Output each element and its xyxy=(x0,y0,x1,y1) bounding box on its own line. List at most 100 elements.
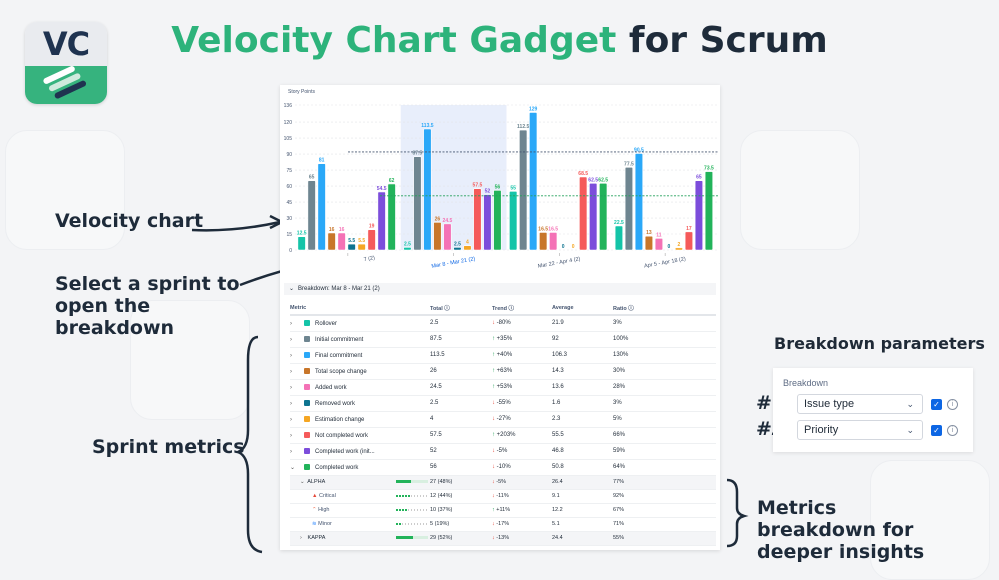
ratio-value: 66% xyxy=(613,427,716,444)
table-row[interactable]: › Total scope change 26 ↑ +63% 14.3 30% xyxy=(290,363,716,380)
metric-name: Removed work xyxy=(315,400,356,407)
data-label: 0 xyxy=(562,244,565,250)
series-swatch xyxy=(304,335,310,342)
total-value: 56 xyxy=(430,459,492,476)
background-tile xyxy=(870,460,990,580)
trend-value: ↑ +53% xyxy=(492,379,552,396)
series-swatch xyxy=(304,399,310,406)
series-swatch xyxy=(304,319,310,326)
data-label: 16 xyxy=(329,227,335,233)
data-label: 52 xyxy=(485,189,491,195)
breakdown-params-panel: Breakdown Issue type ⌄ ✓ i Priority ⌄ ✓ i xyxy=(773,368,973,452)
ratio-value: 67% xyxy=(613,503,716,518)
data-label: 17 xyxy=(686,226,692,232)
title-highlight: Velocity Chart Gadget xyxy=(171,20,617,61)
bar-completed-work-initial- xyxy=(377,191,386,251)
data-label: 16.5 xyxy=(538,226,548,232)
ratio-value: 77% xyxy=(613,475,716,490)
table-row[interactable]: ⌄ Completed work 56 ↓ -10% 50.8 64% xyxy=(290,459,716,476)
chevron-right-icon[interactable]: › xyxy=(290,416,292,423)
bar-total-scope-change xyxy=(644,235,654,251)
checkbox-2[interactable]: ✓ xyxy=(931,425,942,436)
bar-completed-work xyxy=(704,171,714,251)
table-row[interactable]: › Added work 24.5 ↑ +53% 13.6 28% xyxy=(290,379,716,396)
average-value: 9.1 xyxy=(552,489,613,504)
table-row[interactable]: › Final commitment 113.5 ↑ +40% 106.3 130… xyxy=(290,347,716,364)
data-label: 62.5 xyxy=(588,177,598,183)
trend-value: ↑ +40% xyxy=(492,347,552,364)
breakdown-select-1[interactable]: Issue type ⌄ xyxy=(797,394,923,414)
bar-estimation-change xyxy=(674,247,684,251)
bar-completed-work-initial- xyxy=(483,194,492,251)
data-label: 62 xyxy=(389,178,395,184)
ratio-value: 3% xyxy=(613,395,716,412)
ratio-value: 5% xyxy=(613,411,716,428)
table-row[interactable]: › Completed work (init... 52 ↓ -5% 46.8 5… xyxy=(290,443,716,460)
y-tick-label: 120 xyxy=(284,120,293,126)
info-icon[interactable]: i xyxy=(947,399,958,410)
bar-rollover xyxy=(297,236,306,251)
table-row[interactable]: › Estimation change 4 ↓ -27% 2.3 5% xyxy=(290,411,716,428)
bar-rollover xyxy=(403,247,412,251)
metric-name: Rollover xyxy=(315,320,338,327)
share-bar xyxy=(396,480,428,484)
table-row[interactable]: › Rollover 2.5 ↓ -80% 21.9 3% xyxy=(290,315,716,332)
total-value: 12 (44%) xyxy=(430,489,492,504)
col-ratio: Ratio ⓘ xyxy=(613,301,716,316)
breakdown-select-2[interactable]: Priority ⌄ xyxy=(797,420,923,440)
chevron-right-icon[interactable]: › xyxy=(290,352,292,359)
chevron-down-icon: ⌄ xyxy=(289,286,295,292)
chevron-right-icon[interactable]: › xyxy=(290,448,292,455)
breakdown-header[interactable]: ⌄ Breakdown: Mar 8 - Mar 21 (2) xyxy=(284,283,716,295)
trend-value: ↑ +203% xyxy=(492,427,552,444)
chevron-down-icon[interactable]: ⌄ xyxy=(290,464,296,471)
sub-row[interactable]: ▲ Critical 12 (44%) ↓ -11% 9.1 92% xyxy=(290,489,716,504)
data-label: 112.5 xyxy=(517,124,529,130)
sub-row[interactable]: ⌃ High 10 (37%) ↑ +11% 12.2 67% xyxy=(290,503,716,518)
background-tile xyxy=(740,130,860,250)
bar-completed-work xyxy=(493,189,502,251)
logo-text: VC xyxy=(25,22,107,66)
bar-rollover xyxy=(509,191,518,251)
data-label: 57.5 xyxy=(473,183,483,189)
metric-name: Completed work xyxy=(315,464,359,471)
chevron-down-icon: ⌄ xyxy=(906,425,914,435)
data-label: 56 xyxy=(495,184,501,190)
velocity-chart-annotation: Velocity chart xyxy=(55,210,204,232)
group-row[interactable]: › KAPPA 29 (52%) ↓ -13% 24.4 55% xyxy=(290,531,716,546)
x-tick-label: Mar 8 - Mar 21 (2) xyxy=(431,256,476,270)
bar-final-commitment xyxy=(423,128,432,251)
chevron-right-icon[interactable]: › xyxy=(290,368,292,375)
chevron-right-icon[interactable]: › xyxy=(290,336,292,343)
velocity-chart[interactable]: 015304560759010512013612.52.55522.56587.… xyxy=(280,85,720,283)
table-row[interactable]: › Removed work 2.5 ↓ -55% 1.6 3% xyxy=(290,395,716,412)
total-value: 10 (37%) xyxy=(430,503,492,518)
average-value: 46.8 xyxy=(552,443,613,460)
info-icon[interactable]: i xyxy=(947,425,958,436)
ratio-value: 3% xyxy=(613,315,716,332)
chevron-right-icon[interactable]: › xyxy=(290,400,292,407)
chevron-right-icon[interactable]: › xyxy=(290,432,292,439)
chevron-right-icon[interactable]: › xyxy=(290,384,292,391)
data-label: 16 xyxy=(339,227,345,233)
chevron-right-icon[interactable]: › xyxy=(290,320,292,327)
data-label: 2 xyxy=(678,242,681,248)
checkbox-1[interactable]: ✓ xyxy=(931,399,942,410)
bar-completed-work xyxy=(387,183,396,251)
app-logo: VC xyxy=(25,22,107,104)
data-label: 90.5 xyxy=(634,148,644,154)
data-label: 26 xyxy=(435,216,441,222)
bar-initial-commitment xyxy=(624,167,634,251)
chevron-right-icon[interactable]: › xyxy=(300,535,302,541)
sub-row[interactable]: ≋ Minor 5 (19%) ↓ -17% 5.1 71% xyxy=(290,517,716,532)
total-value: 24.5 xyxy=(430,379,492,396)
series-swatch xyxy=(304,351,310,358)
ratio-value: 100% xyxy=(613,331,716,348)
table-row[interactable]: › Not completed work 57.5 ↑ +203% 55.5 66… xyxy=(290,427,716,444)
data-label: 81 xyxy=(319,158,325,164)
group-row[interactable]: ⌄ ALPHA 27 (48%) ↓ -5% 26.4 77% xyxy=(290,475,716,490)
series-swatch xyxy=(304,431,310,438)
bar-completed-work-initial- xyxy=(589,183,598,251)
chevron-down-icon[interactable]: ⌄ xyxy=(300,479,305,485)
table-row[interactable]: › Initial commitment 87.5 ↑ +35% 92 100% xyxy=(290,331,716,348)
